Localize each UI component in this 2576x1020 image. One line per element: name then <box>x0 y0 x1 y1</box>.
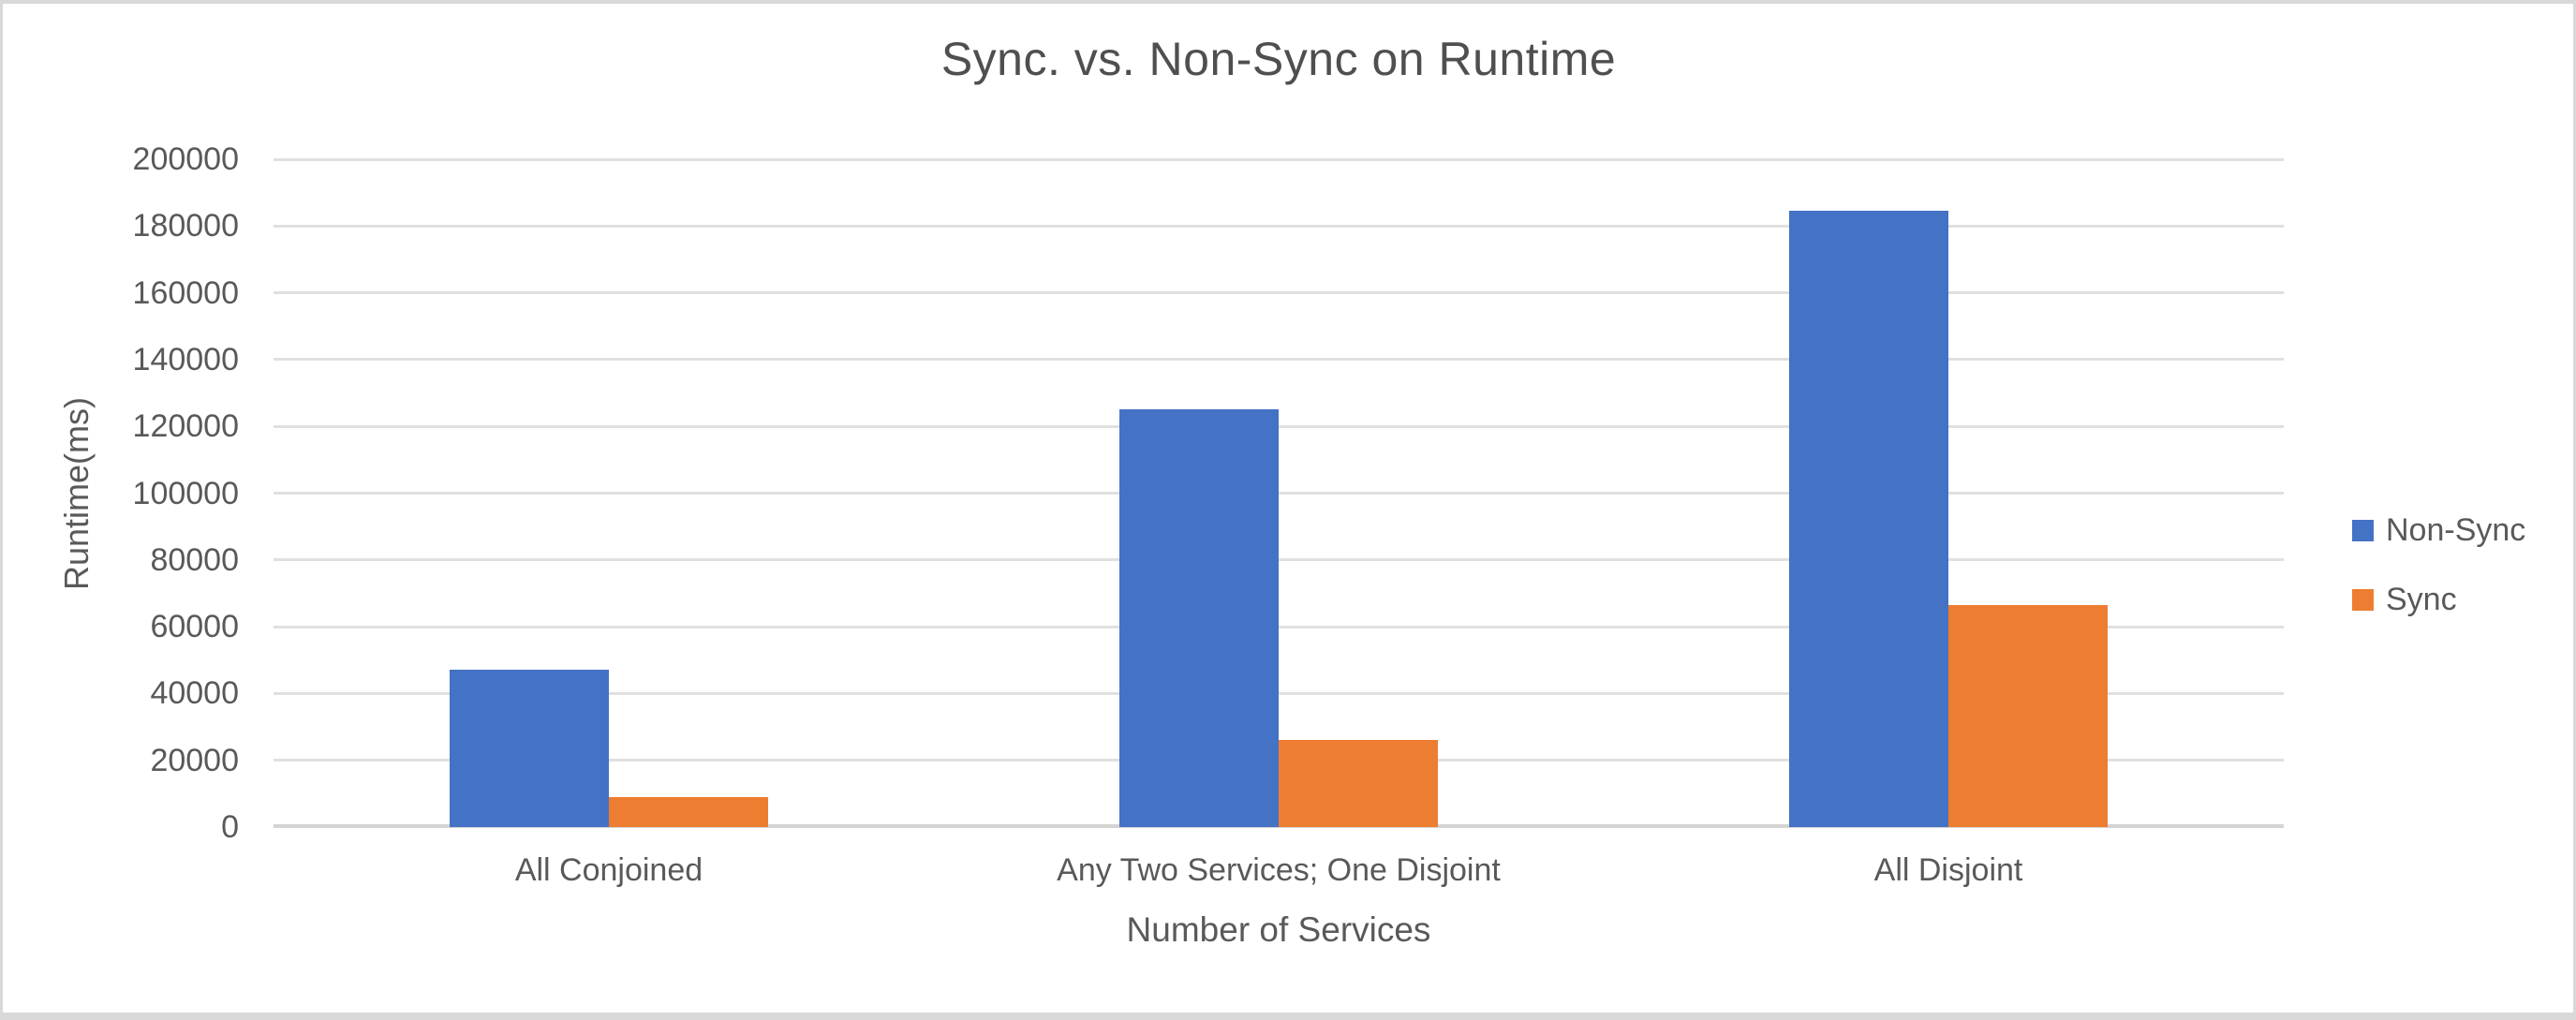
y-tick-label: 0 <box>221 809 239 845</box>
legend-item-sync: Sync <box>2352 578 2525 621</box>
bar-non-sync-all-disjoint <box>1789 211 1948 827</box>
gridline <box>274 558 2284 561</box>
y-tick-label: 20000 <box>150 743 239 778</box>
y-tick-label: 200000 <box>132 141 239 177</box>
x-tick-label-all-disjoint: All Disjoint <box>1873 852 2023 888</box>
x-tick-label-any-two-services-one-disjoint: Any Two Services; One Disjoint <box>1057 852 1501 888</box>
gridline <box>274 158 2284 161</box>
legend-item-non-sync: Non-Sync <box>2352 509 2525 552</box>
y-tick-label: 120000 <box>132 408 239 444</box>
gridline <box>274 291 2284 294</box>
gridline <box>274 225 2284 228</box>
legend-label-sync: Sync <box>2386 581 2457 617</box>
gridline <box>274 692 2284 695</box>
chart-title: Sync. vs. Non-Sync on Runtime <box>940 33 1617 85</box>
bar-non-sync-any-two-services-one-disjoint <box>1119 409 1279 827</box>
plot-area <box>274 158 2284 828</box>
legend-swatch-non-sync <box>2352 519 2374 541</box>
frame-border-top <box>0 0 2576 4</box>
gridline <box>274 425 2284 428</box>
x-tick-label-all-conjoined: All Conjoined <box>514 852 703 888</box>
y-tick-label: 140000 <box>132 342 239 377</box>
frame-border-left <box>0 0 3 1020</box>
bar-non-sync-all-conjoined <box>450 670 609 827</box>
legend: Non-Sync Sync <box>2352 509 2525 621</box>
gridline <box>274 492 2284 495</box>
bar-sync-all-conjoined <box>609 797 768 827</box>
y-tick-label: 180000 <box>132 208 239 244</box>
x-axis-title: Number of Services <box>1126 910 1431 949</box>
y-tick-label: 40000 <box>150 675 239 711</box>
legend-swatch-sync <box>2352 588 2374 611</box>
y-tick-label: 80000 <box>150 542 239 578</box>
gridline <box>274 626 2284 628</box>
frame-border-bottom <box>0 1013 2576 1020</box>
gridline <box>274 358 2284 361</box>
bar-sync-any-two-services-one-disjoint <box>1279 740 1438 827</box>
y-tick-label: 160000 <box>132 275 239 311</box>
frame-border-right <box>2573 0 2576 1020</box>
y-tick-label: 100000 <box>132 476 239 511</box>
bar-sync-all-disjoint <box>1948 605 2108 827</box>
legend-label-non-sync: Non-Sync <box>2386 511 2526 548</box>
y-tick-label: 60000 <box>150 609 239 644</box>
